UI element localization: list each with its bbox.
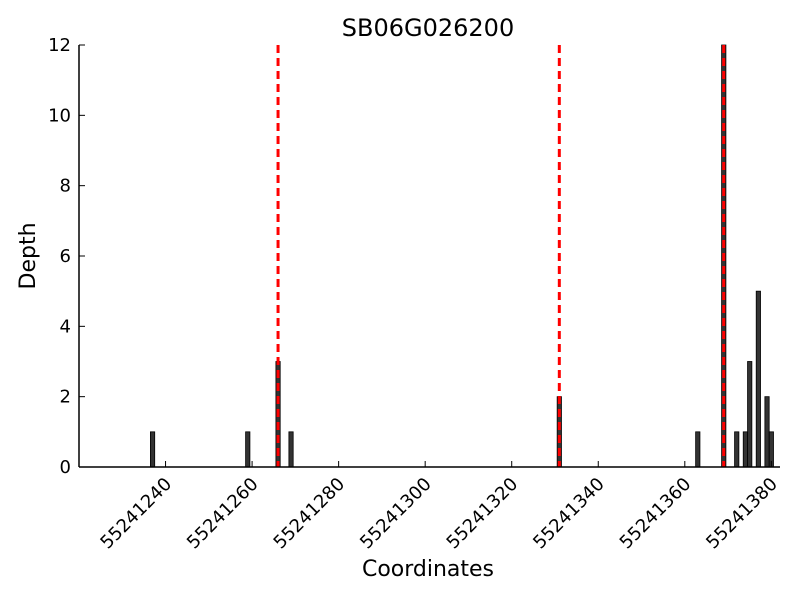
y-ticks-layer: 0 2 4 6 8 10 12 xyxy=(48,35,85,478)
bar xyxy=(747,361,753,468)
bar xyxy=(245,431,251,468)
bar xyxy=(150,431,156,468)
bar xyxy=(764,396,770,468)
y-axis-label: Depth xyxy=(16,222,41,289)
x-tick-label: 55241300 xyxy=(356,474,436,554)
reference-lines-layer xyxy=(276,45,726,467)
y-tick-label: 4 xyxy=(60,316,71,337)
bar xyxy=(288,431,294,468)
x-tick-label: 55241360 xyxy=(616,474,696,554)
x-axis-label: Coordinates xyxy=(362,557,494,582)
bar xyxy=(695,431,701,468)
chart-title: SB06G026200 xyxy=(342,14,514,42)
y-tick-label: 6 xyxy=(60,246,71,267)
bar xyxy=(742,431,748,468)
y-tick-label: 10 xyxy=(48,105,71,126)
bar xyxy=(556,396,562,468)
x-tick-label: 55241380 xyxy=(702,474,782,554)
x-tick-label: 55241340 xyxy=(529,474,609,554)
bar xyxy=(755,290,761,468)
x-tick-label: 55241260 xyxy=(183,474,263,554)
y-tick-label: 0 xyxy=(60,457,71,478)
x-ticks-layer: 55241240 55241260 55241280 55241300 55241320… xyxy=(96,461,782,554)
x-tick-label: 55241280 xyxy=(270,474,350,554)
y-tick-label: 2 xyxy=(60,387,71,408)
x-tick-label: 55241320 xyxy=(443,474,523,554)
bar xyxy=(734,431,740,468)
y-tick-label: 12 xyxy=(48,35,71,56)
x-tick-label: 55241240 xyxy=(96,474,176,554)
y-tick-label: 8 xyxy=(60,176,71,197)
axes-layer xyxy=(78,45,780,468)
bars-layer xyxy=(150,44,774,468)
